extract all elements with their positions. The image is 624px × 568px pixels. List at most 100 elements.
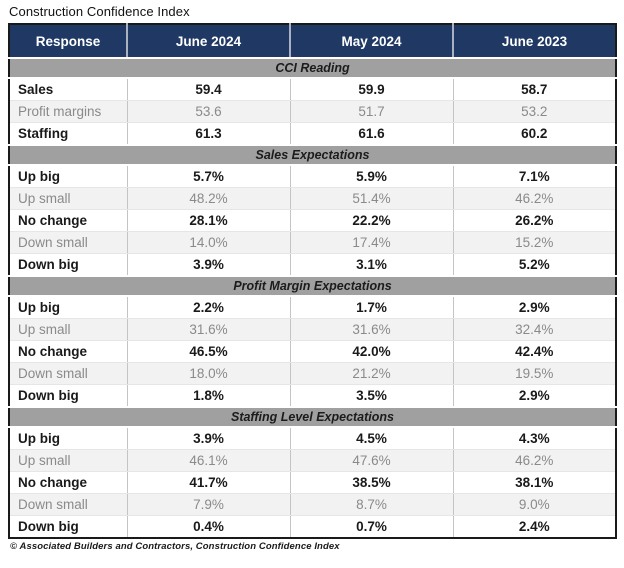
row-label: Up small [9,449,128,472]
cell-value: 3.1% [290,253,454,277]
row-label: Down small [9,493,128,516]
cell-value: 14.0% [127,231,291,254]
cci-table: Response June 2024 May 2024 June 2023 CC… [8,23,617,539]
cell-value: 47.6% [290,449,454,472]
table-row: Down small 18.0% 21.2% 19.5% [9,362,616,385]
row-label: No change [9,209,128,232]
cell-value: 38.5% [290,471,454,494]
row-label: Down big [9,253,128,277]
table-row: Down big 0.4% 0.7% 2.4% [9,515,616,539]
column-header-june-2023: June 2023 [453,23,616,59]
row-label: Down small [9,362,128,385]
table-row: No change 46.5% 42.0% 42.4% [9,340,616,363]
cell-value: 61.6 [290,122,454,146]
cell-value: 17.4% [290,231,454,254]
section-title: Profit Margin Expectations [9,275,616,297]
cell-value: 2.2% [127,296,291,319]
row-label: Down small [9,231,128,254]
cell-value: 22.2% [290,209,454,232]
cell-value: 46.2% [453,187,616,210]
cell-value: 2.9% [453,296,616,319]
table-row: Up small 46.1% 47.6% 46.2% [9,449,616,472]
cell-value: 2.4% [453,515,616,539]
cell-value: 5.2% [453,253,616,277]
cell-value: 19.5% [453,362,616,385]
table-row: Up big 2.2% 1.7% 2.9% [9,296,616,319]
cell-value: 7.1% [453,165,616,188]
page-title: Construction Confidence Index [9,4,190,19]
row-label: Up big [9,165,128,188]
cell-value: 59.9 [290,78,454,101]
cell-value: 3.9% [127,427,291,450]
cell-value: 46.1% [127,449,291,472]
row-label: Staffing [9,122,128,146]
row-label: Down big [9,515,128,539]
cell-value: 0.4% [127,515,291,539]
cell-value: 5.9% [290,165,454,188]
cell-value: 60.2 [453,122,616,146]
table-row: No change 41.7% 38.5% 38.1% [9,471,616,494]
cell-value: 32.4% [453,318,616,341]
cell-value: 8.7% [290,493,454,516]
cell-value: 9.0% [453,493,616,516]
cell-value: 31.6% [290,318,454,341]
table-row: Up big 5.7% 5.9% 7.1% [9,165,616,188]
row-label: Up small [9,318,128,341]
cell-value: 42.4% [453,340,616,363]
table-row: Staffing 61.3 61.6 60.2 [9,122,616,146]
cell-value: 28.1% [127,209,291,232]
cell-value: 41.7% [127,471,291,494]
cell-value: 1.8% [127,384,291,408]
cell-value: 3.9% [127,253,291,277]
cell-value: 51.7 [290,100,454,123]
row-label: Sales [9,78,128,101]
cell-value: 2.9% [453,384,616,408]
row-label: Profit margins [9,100,128,123]
table-row: Up small 48.2% 51.4% 46.2% [9,187,616,210]
cell-value: 18.0% [127,362,291,385]
table-row: Down big 1.8% 3.5% 2.9% [9,384,616,408]
section-title: Sales Expectations [9,144,616,166]
row-label: Up small [9,187,128,210]
cell-value: 53.6 [127,100,291,123]
table-row: No change 28.1% 22.2% 26.2% [9,209,616,232]
section-title: CCI Reading [9,57,616,79]
row-label: No change [9,471,128,494]
row-label: Up big [9,427,128,450]
row-label: Down big [9,384,128,408]
cell-value: 26.2% [453,209,616,232]
section-header-row: Profit Margin Expectations [9,275,616,297]
cell-value: 46.2% [453,449,616,472]
cell-value: 4.3% [453,427,616,450]
table-row: Up big 3.9% 4.5% 4.3% [9,427,616,450]
row-label: No change [9,340,128,363]
cell-value: 21.2% [290,362,454,385]
table-row: Sales 59.4 59.9 58.7 [9,78,616,101]
cell-value: 48.2% [127,187,291,210]
column-header-may-2024: May 2024 [290,23,454,59]
cell-value: 38.1% [453,471,616,494]
cell-value: 46.5% [127,340,291,363]
cell-value: 61.3 [127,122,291,146]
column-header-june-2024: June 2024 [127,23,291,59]
cell-value: 53.2 [453,100,616,123]
cell-value: 51.4% [290,187,454,210]
row-label: Up big [9,296,128,319]
cell-value: 4.5% [290,427,454,450]
table-row: Down big 3.9% 3.1% 5.2% [9,253,616,277]
cell-value: 0.7% [290,515,454,539]
section-header-row: CCI Reading [9,57,616,79]
table-row: Down small 14.0% 17.4% 15.2% [9,231,616,254]
cell-value: 31.6% [127,318,291,341]
source-attribution: © Associated Builders and Contractors, C… [10,541,340,552]
cell-value: 42.0% [290,340,454,363]
section-header-row: Sales Expectations [9,144,616,166]
column-header-response: Response [9,23,128,59]
cell-value: 59.4 [127,78,291,101]
cell-value: 1.7% [290,296,454,319]
header-row: Response June 2024 May 2024 June 2023 [9,23,616,59]
section-header-row: Staffing Level Expectations [9,406,616,428]
table-row: Profit margins 53.6 51.7 53.2 [9,100,616,123]
cell-value: 3.5% [290,384,454,408]
